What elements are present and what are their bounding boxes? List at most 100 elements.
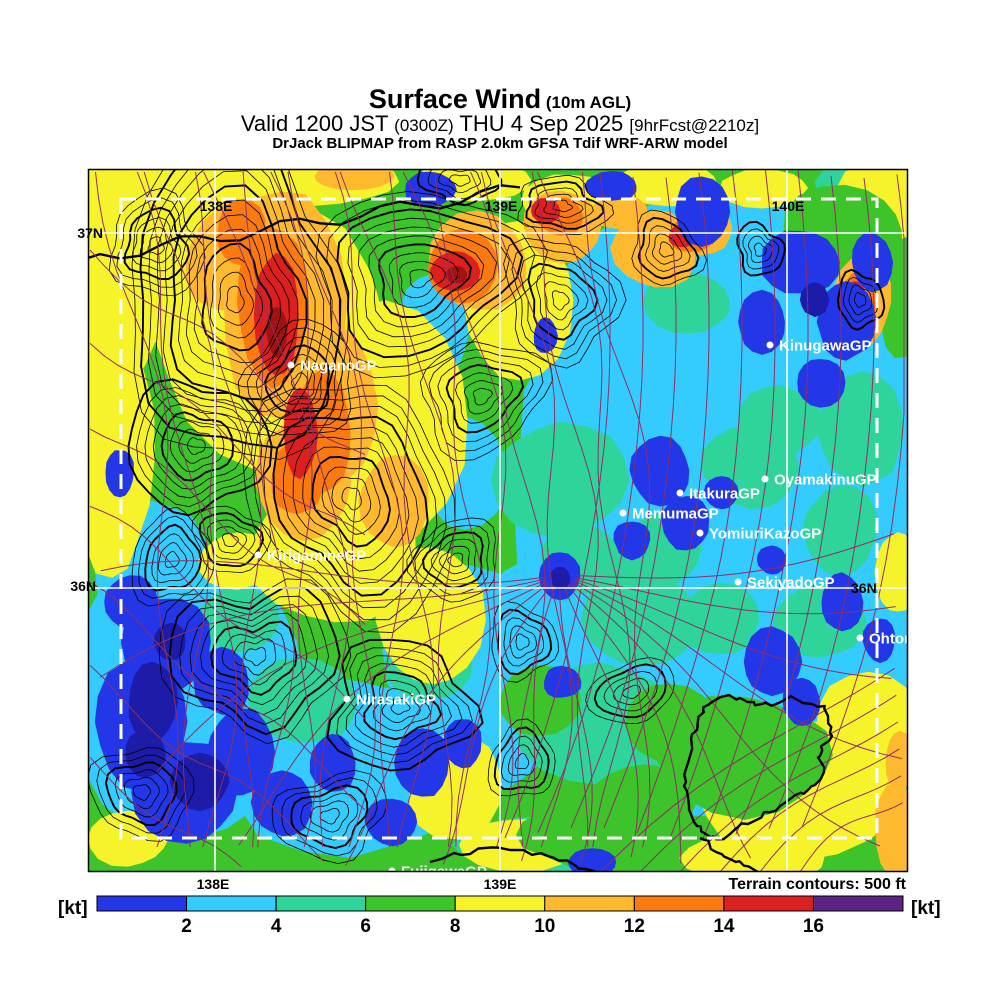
station-dot-kinugawagp — [766, 341, 774, 349]
scale-tick-12: 12 — [624, 916, 645, 937]
wind-blob-lorange — [358, 455, 429, 548]
contour-ring — [491, 601, 559, 683]
streamline — [89, 505, 366, 720]
contour-ring — [836, 268, 886, 331]
contour-ring — [315, 191, 548, 379]
wind-blob-yellow — [198, 532, 278, 590]
wind-blob-blue — [674, 176, 731, 247]
page-title: Surface Wind (10m AGL) — [0, 84, 1000, 115]
contour-ring — [311, 456, 391, 548]
contour-ring — [186, 437, 206, 456]
wind-blob-teal — [679, 582, 759, 655]
contour-ring — [264, 344, 330, 413]
contour-ring — [131, 169, 350, 460]
geo-labels: 138E 139E 140E 37N 36N 36N 138E 139E — [70, 198, 876, 892]
contour-ring — [206, 519, 256, 561]
wind-blob-navy — [550, 566, 571, 591]
wind-blob-teal — [738, 384, 823, 458]
contour-ring — [378, 243, 472, 318]
contour-ring — [455, 372, 514, 424]
streamline — [194, 171, 262, 848]
contour-ring — [218, 271, 254, 326]
contour-ring — [271, 769, 388, 865]
contour-ring — [347, 217, 510, 348]
contour-ring — [179, 595, 330, 725]
contour-ring — [139, 226, 174, 264]
wind-blob-yellow — [720, 169, 809, 209]
coastline-path — [699, 836, 759, 872]
contour-ring — [114, 769, 169, 818]
contour-ring — [193, 228, 282, 364]
streamline — [768, 177, 875, 829]
contour-ring — [842, 276, 879, 323]
wind-blob-blue — [703, 476, 739, 510]
scale-tick-6: 6 — [360, 916, 371, 937]
contour-ring — [226, 285, 245, 314]
contour-ring — [463, 380, 504, 415]
contour-ring — [487, 718, 556, 797]
wind-blob-blue — [309, 733, 356, 792]
streamline — [203, 171, 295, 848]
wind-blob-blue — [629, 435, 690, 507]
contour-ring — [447, 552, 464, 568]
contour-ring — [321, 466, 381, 535]
contour-ring — [151, 533, 195, 584]
scale-segment-4 — [365, 895, 456, 912]
unit-label-right: [kt] — [911, 898, 941, 919]
streamline — [581, 171, 651, 848]
wind-blob-blue — [544, 665, 582, 698]
contour-ring — [185, 214, 290, 376]
streamline — [572, 581, 881, 847]
streamline — [599, 667, 895, 872]
lat-label-36n-left: 36N — [70, 578, 96, 594]
contour-ring — [331, 476, 372, 523]
title-main: Surface Wind — [368, 84, 542, 114]
contour-ring — [742, 228, 780, 270]
scale-segment-8 — [723, 895, 814, 912]
streamline — [563, 586, 639, 858]
contour-ring — [358, 226, 498, 338]
contour-ring — [552, 199, 574, 213]
contour-ring — [363, 670, 443, 741]
contour-ring — [160, 411, 235, 482]
streamline — [679, 721, 899, 872]
contour-ring — [221, 629, 287, 686]
streamline — [639, 694, 897, 872]
station-dot-kirigaminegp — [254, 551, 262, 559]
streamline — [669, 169, 776, 839]
contour-ring — [658, 241, 675, 258]
contour-ring — [123, 776, 160, 810]
contour-ring — [631, 209, 708, 286]
contour-ring — [748, 235, 774, 264]
contour-ring — [162, 170, 316, 413]
streamline — [575, 533, 895, 579]
station-label-oyamakinugp: OyamakinuGP — [774, 472, 877, 489]
wind-blob-blue — [821, 572, 864, 632]
contour-ring — [138, 515, 209, 599]
contour-ring — [178, 428, 215, 464]
wind-blob-blue — [738, 289, 785, 355]
contour-ring — [326, 200, 536, 368]
scale-segment-1 — [96, 895, 188, 912]
lat-label-37n: 37N — [77, 225, 103, 241]
contour-ring — [255, 336, 337, 421]
contour-ring — [272, 415, 429, 597]
contour-ring — [345, 655, 463, 756]
contour-ring — [472, 387, 493, 406]
streamline — [89, 756, 242, 868]
contour-ring — [290, 372, 308, 390]
scale-segment-3 — [275, 895, 367, 912]
contour-ring — [381, 688, 421, 724]
contour-ring — [273, 353, 323, 405]
contour-ring — [514, 752, 530, 770]
contour-ring — [282, 426, 419, 584]
contour-ring — [438, 545, 470, 575]
contour-ring — [131, 506, 216, 607]
station-dot-yomiurikazogp — [696, 529, 704, 537]
streamline — [100, 560, 545, 585]
wind-blob-yellow — [874, 532, 908, 612]
contour-ring — [534, 187, 594, 224]
station-label-kinugawagp: KinugawaGP — [779, 338, 872, 355]
contour-ring — [132, 784, 152, 801]
